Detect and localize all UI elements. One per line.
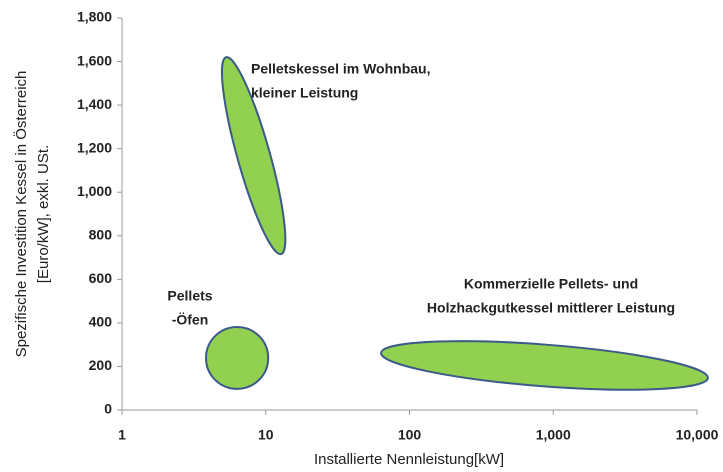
region — [220, 56, 287, 256]
x-tick-label: 1 — [118, 427, 126, 443]
region-label: kleiner Leistung — [251, 85, 358, 101]
x-tick-label: 10 — [258, 427, 274, 443]
y-tick-label: 600 — [89, 270, 113, 286]
y-tick-label: 1,800 — [77, 9, 112, 25]
region-label: Pellets — [167, 288, 212, 304]
y-axis-label: [Euro/kW], exkl. USt. — [35, 145, 52, 283]
y-tick-label: 1,400 — [77, 96, 112, 112]
region-label: Pelletskessel im Wohnbau, — [251, 61, 430, 77]
region-label: Kommerzielle Pellets- und — [464, 276, 638, 292]
y-axis-label: Spezifische Investition Kessel in Österr… — [12, 71, 30, 358]
y-tick-label: 0 — [104, 401, 112, 417]
x-tick-label: 10,000 — [676, 427, 719, 443]
y-tick-label: 1,600 — [77, 52, 112, 68]
x-axis-label: Installierte Nennleistung[kW] — [314, 451, 504, 468]
region — [380, 340, 709, 391]
region-label: Holzhackgutkessel mittlerer Leistung — [427, 300, 675, 316]
region-label: -Öfen — [172, 312, 209, 328]
y-tick-label: 1,200 — [77, 139, 112, 155]
y-tick-label: 800 — [89, 226, 113, 242]
y-tick-label: 200 — [89, 357, 113, 373]
x-tick-label: 1,000 — [536, 427, 571, 443]
region — [204, 326, 270, 390]
y-tick-label: 400 — [89, 314, 113, 330]
y-tick-label: 1,000 — [77, 183, 112, 199]
x-tick-label: 100 — [398, 427, 422, 443]
